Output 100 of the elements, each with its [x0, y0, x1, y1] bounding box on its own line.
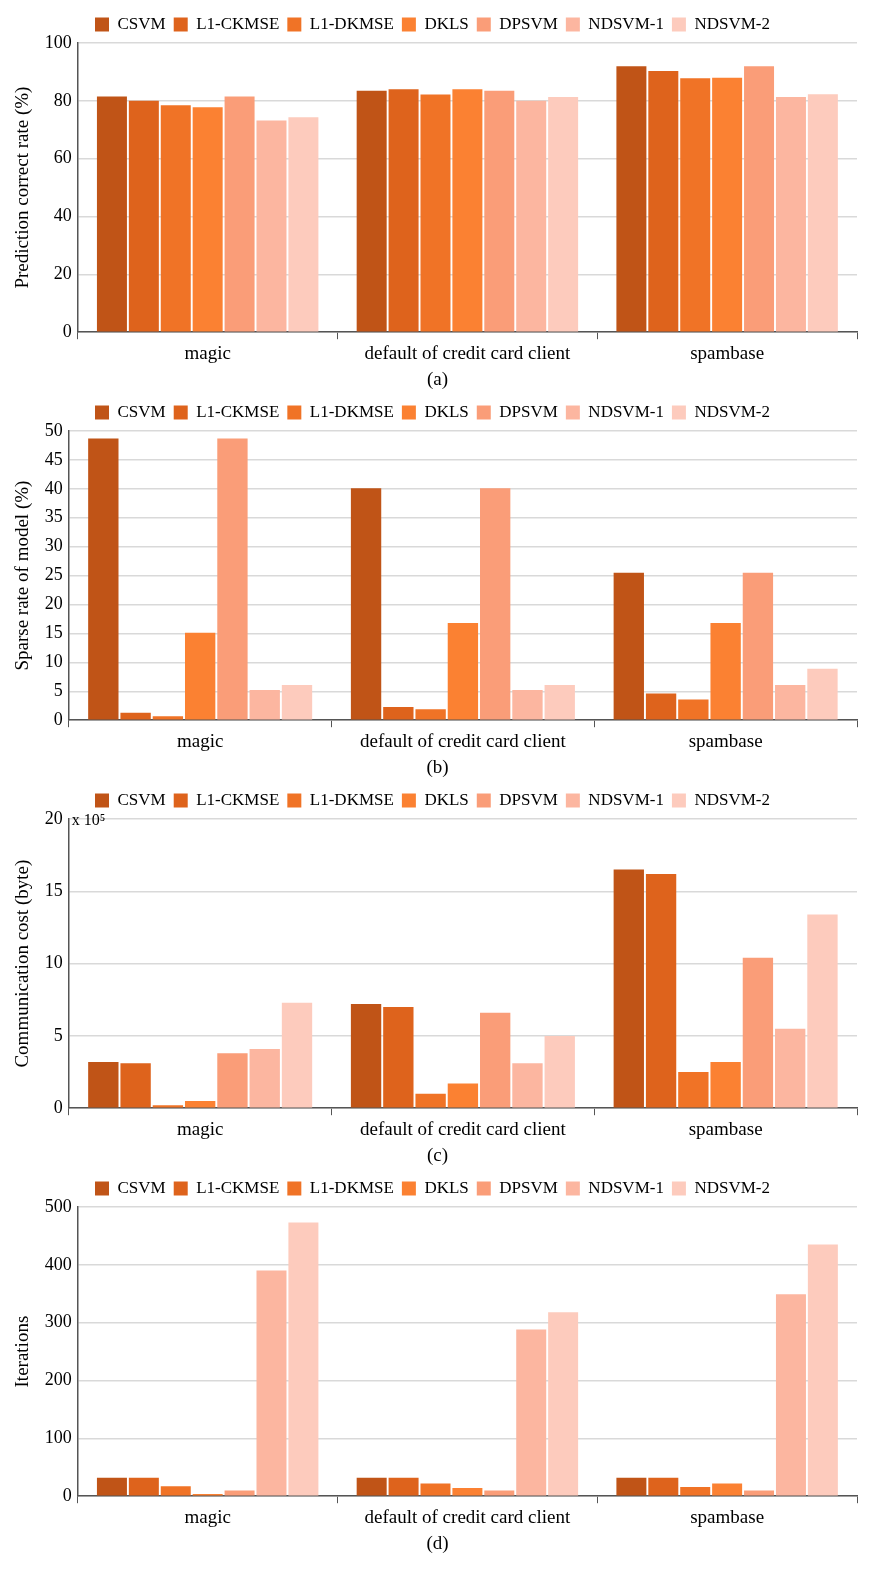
bar	[645, 693, 677, 720]
bar	[648, 1477, 679, 1496]
bar	[192, 107, 223, 332]
bar	[452, 89, 483, 332]
legend-label: CSVM	[117, 401, 166, 421]
legend-label: DPSVM	[499, 1177, 558, 1197]
legend-label: NDSVM-1	[588, 401, 664, 421]
legend-label: NDSVM-2	[694, 401, 770, 421]
bar	[744, 1490, 775, 1496]
bar	[420, 1483, 451, 1496]
y-tick-label: 0	[53, 1096, 63, 1117]
y-tick-label: 500	[44, 1195, 72, 1216]
legend-label: NDSVM-1	[588, 1177, 664, 1197]
bar	[680, 78, 711, 332]
y-tick-label: 15	[44, 622, 63, 643]
legend-label: NDSVM-1	[588, 13, 664, 33]
x-tick-label: default of credit card client	[360, 729, 567, 751]
legend-label: CSVM	[117, 1177, 166, 1197]
bar	[742, 957, 774, 1108]
y-axis-title: Prediction correct rate (%)	[11, 86, 34, 289]
y-tick-label: 20	[53, 263, 72, 284]
y-tick-label: 20	[44, 593, 63, 614]
x-tick-label: magic	[184, 1505, 231, 1527]
bar	[281, 684, 313, 720]
legend-label: DPSVM	[499, 13, 558, 33]
bar	[548, 1312, 579, 1496]
bar	[152, 1105, 184, 1108]
bar	[742, 572, 774, 720]
bar	[712, 1483, 743, 1496]
legend-label: L1-CKMSE	[196, 1177, 280, 1197]
y-tick-label: 45	[44, 448, 63, 469]
y-axis-title: Sparse rate of model (%)	[11, 480, 34, 671]
text: (a)	[425, 368, 450, 391]
bar	[383, 706, 414, 720]
annotation: x 10⁵	[71, 811, 106, 829]
legend-label: DKLS	[424, 1177, 469, 1197]
legend-label: NDSVM-2	[694, 789, 770, 809]
bar	[544, 1035, 575, 1108]
bar	[217, 1053, 248, 1108]
legend-label: NDSVM-2	[694, 13, 770, 33]
y-axis-title: Communication cost (byte)	[11, 859, 34, 1068]
bar	[616, 1477, 647, 1496]
y-tick-label: 0	[53, 708, 63, 729]
bar	[484, 1490, 515, 1496]
bar	[512, 1063, 543, 1108]
y-tick-label: 5	[53, 1024, 63, 1045]
bar	[807, 1244, 838, 1496]
bar	[712, 77, 743, 332]
bar	[516, 100, 547, 332]
bar	[480, 1012, 511, 1108]
y-tick-label: 100	[44, 1427, 72, 1448]
y-tick-label: 400	[44, 1253, 72, 1274]
bar	[388, 89, 419, 332]
bar	[288, 1222, 319, 1496]
bar	[128, 1477, 159, 1496]
x-tick-label: default of credit card client	[364, 341, 571, 363]
y-tick-label: 200	[44, 1369, 72, 1390]
bar	[548, 97, 579, 332]
bar	[415, 709, 446, 720]
y-tick-label: 35	[44, 506, 63, 527]
bar	[224, 96, 255, 332]
text: (b)	[425, 756, 450, 779]
y-tick-label: 40	[44, 477, 63, 498]
bar	[710, 623, 741, 720]
bar	[350, 1004, 382, 1108]
x-tick-label: spambase	[690, 341, 765, 363]
legend-label: L1-DKMSE	[309, 13, 394, 33]
y-axis-title: Iterations	[11, 1315, 33, 1388]
bar	[613, 572, 644, 720]
legend-label: L1-DKMSE	[309, 401, 394, 421]
y-tick-label: 5	[53, 680, 63, 701]
y-tick-label: 80	[53, 89, 72, 110]
legend-label: L1-DKMSE	[309, 1177, 394, 1197]
bar	[388, 1477, 419, 1496]
legend-label: DKLS	[424, 401, 469, 421]
bar	[160, 105, 191, 332]
bar	[447, 623, 479, 720]
bar	[160, 1486, 191, 1496]
y-tick-label: 20	[44, 807, 63, 828]
bar	[356, 1477, 387, 1496]
y-tick-label: 25	[44, 564, 63, 585]
bar	[120, 1063, 151, 1108]
legend-label: NDSVM-1	[588, 789, 664, 809]
legend-label: DPSVM	[499, 401, 558, 421]
bar	[680, 1486, 711, 1496]
y-tick-label: 10	[44, 651, 63, 672]
text: (d)	[425, 1532, 450, 1555]
bar	[447, 1083, 479, 1108]
bar	[744, 66, 775, 332]
x-tick-label: magic	[176, 729, 224, 751]
bar	[710, 1061, 741, 1108]
x-tick-label: default of credit card client	[360, 1117, 567, 1139]
legend-label: L1-DKMSE	[309, 789, 394, 809]
bar	[256, 120, 287, 332]
bar	[678, 699, 709, 720]
bar	[807, 914, 838, 1108]
y-tick-label: 0	[62, 320, 72, 341]
bar	[88, 1061, 119, 1108]
bar	[544, 684, 575, 720]
bar	[96, 1477, 127, 1496]
